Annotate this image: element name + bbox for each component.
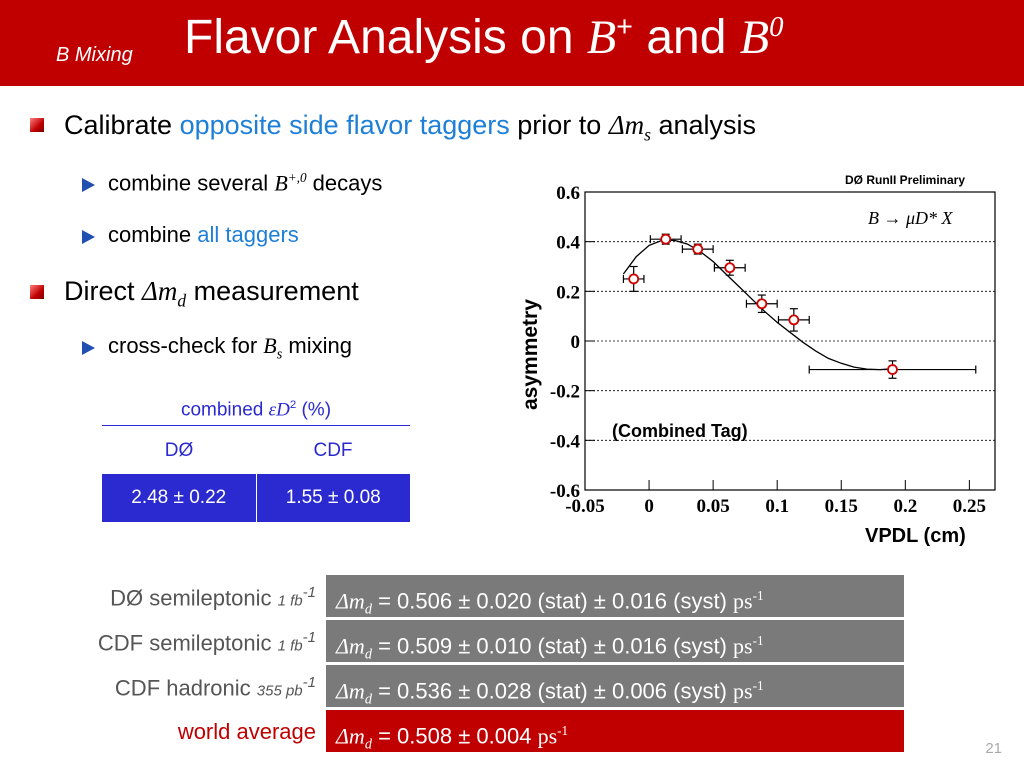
x-tick-label: 0.2 bbox=[893, 496, 917, 517]
data-marker bbox=[692, 243, 704, 255]
bullet-calibrate: Calibrate opposite side flavor taggers p… bbox=[64, 110, 757, 145]
table-value-row: 2.48 ± 0.22 1.55 ± 0.08 bbox=[102, 474, 410, 522]
result-value-d0-semileptonic: Δmd = 0.506 ± 0.020 (stat) ± 0.016 (syst… bbox=[326, 575, 904, 618]
data-point bbox=[745, 294, 778, 314]
bullet-direct-measurement: Direct Δmd measurement bbox=[64, 276, 359, 311]
table-value-d0: 2.48 ± 0.22 bbox=[131, 487, 227, 508]
table-cell-separator bbox=[255, 474, 257, 522]
result-label-cdf-hadronic: CDF hadronic 355 pb-1 bbox=[114, 674, 316, 701]
y-tick-label: -0.2 bbox=[550, 382, 580, 403]
y-tick-label: 0.6 bbox=[556, 183, 580, 204]
preliminary-label: DØ RunII Preliminary bbox=[845, 173, 965, 187]
data-marker bbox=[788, 314, 800, 326]
y-tick-label: -0.4 bbox=[550, 431, 581, 452]
process-label: B → μD* X bbox=[868, 208, 954, 228]
bullet-triangle-icon bbox=[82, 230, 95, 244]
data-point bbox=[622, 265, 645, 292]
x-tick-label: 0.05 bbox=[697, 496, 730, 517]
data-marker bbox=[660, 233, 672, 245]
sub-bullet-cross-check: cross-check for Bs mixing bbox=[108, 333, 352, 363]
x-axis-label: VPDL (cm) bbox=[865, 525, 966, 547]
result-value-cdf-hadronic: Δmd = 0.536 ± 0.028 (stat) ± 0.006 (syst… bbox=[326, 665, 904, 708]
result-label-cdf-semileptonic: CDF semileptonic 1 fb-1 bbox=[97, 629, 316, 656]
table-caption: combined εD2 (%) bbox=[180, 399, 332, 421]
page-number: 21 bbox=[985, 740, 1002, 757]
data-point bbox=[649, 233, 682, 245]
result-value-cdf-semileptonic: Δmd = 0.509 ± 0.010 (stat) ± 0.016 (syst… bbox=[326, 620, 904, 663]
table-header-d0: DØ bbox=[164, 440, 194, 461]
y-tick-label: 0 bbox=[571, 332, 581, 353]
section-label: B Mixing bbox=[56, 44, 133, 66]
table-divider bbox=[102, 425, 410, 426]
data-point bbox=[681, 243, 714, 255]
combined-tagging-table: combined εD2 (%) DØ CDF 2.48 ± 0.22 1.55… bbox=[102, 385, 410, 522]
y-tick-label: -0.6 bbox=[550, 481, 580, 502]
data-point bbox=[777, 308, 810, 332]
y-axis-label: asymmetry bbox=[519, 299, 542, 410]
y-tick-label: 0.2 bbox=[556, 282, 580, 303]
result-label-d0-semileptonic: DØ semileptonic 1 fb-1 bbox=[110, 584, 316, 611]
table-header-row: DØ CDF bbox=[102, 426, 410, 474]
bullet-square-icon bbox=[30, 118, 44, 132]
x-tick-label: -0.05 bbox=[565, 496, 605, 517]
data-marker bbox=[887, 364, 898, 375]
y-tick-label: 0.4 bbox=[556, 233, 580, 254]
bullet-triangle-icon bbox=[82, 178, 95, 192]
table-header-cdf: CDF bbox=[313, 440, 353, 461]
title-bar: B Mixing Flavor Analysis on B+ and B0 bbox=[0, 0, 1024, 86]
data-marker bbox=[724, 262, 736, 274]
result-value-world-average: Δmd = 0.508 ± 0.004 ps-1 bbox=[326, 710, 904, 753]
data-point bbox=[713, 259, 746, 276]
x-tick-label: 0 bbox=[644, 496, 654, 517]
asymmetry-plot: 0.6 0.4 0.2 0 -0.2 -0.4 -0.6-0.05 0 0.05 0.1 0.15 0… bbox=[519, 173, 996, 547]
sub-bullet-combine-decays: combine several B+,0 decays bbox=[108, 170, 383, 196]
data-marker bbox=[756, 298, 768, 310]
x-tick-label: 0.15 bbox=[825, 496, 858, 517]
bullet-triangle-icon bbox=[82, 341, 95, 355]
x-tick-label: 0.25 bbox=[953, 496, 986, 517]
bullet-square-icon bbox=[30, 285, 44, 299]
combined-tag-annotation: (Combined Tag) bbox=[612, 421, 748, 441]
slide-title: Flavor Analysis on B+ and B0 bbox=[184, 11, 784, 64]
table-value-cdf: 1.55 ± 0.08 bbox=[285, 487, 381, 508]
data-point bbox=[808, 360, 977, 379]
result-label-world-average: world average bbox=[177, 719, 316, 744]
x-tick-label: 0.1 bbox=[765, 496, 789, 517]
sub-bullet-combine-taggers: combine all taggers bbox=[108, 222, 299, 247]
data-marker bbox=[628, 273, 640, 285]
